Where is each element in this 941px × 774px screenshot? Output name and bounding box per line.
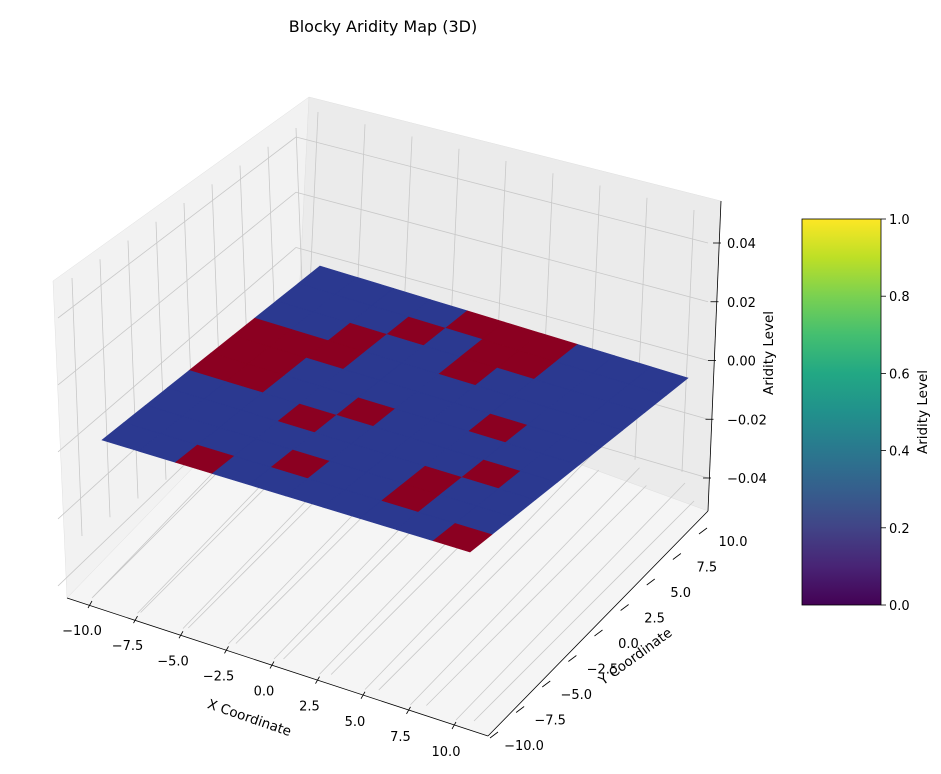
y-axis-ticks: −10.0 −7.5 −5.0 −2.5 0.0 2.5 5.0 7.510.0: [489, 527, 748, 754]
y-tick-mark: [646, 578, 655, 586]
colorbar-gradient: [801, 218, 882, 606]
x-tick-label: −7.5: [112, 639, 144, 654]
x-tick-label: 10.0: [432, 745, 461, 760]
x-axis-ticks: −10.0 −7.5 −5.0 −2.5 0.0 2.5 5.0 7.5 10.0: [62, 600, 461, 760]
colorbar-tick-label: 0.4: [889, 445, 910, 460]
y-tick-mark: [672, 553, 682, 560]
y-tick-label: −7.5: [534, 714, 566, 729]
colorbar-ticks: 0.0 0.2 0.4 0.6 0.8 1.0: [881, 213, 910, 614]
x-tick-label: 5.0: [345, 715, 366, 730]
z-tick-label: 0.00: [727, 355, 756, 370]
arid-cell: [432, 523, 493, 553]
x-tick-mark: [315, 676, 320, 684]
colorbar-tick-label: 0.2: [889, 522, 910, 537]
y-tick-label: 2.5: [644, 612, 665, 627]
y-tick-mark: [698, 527, 708, 535]
chart-title: Blocky Aridity Map (3D): [289, 17, 478, 36]
y-axis-line: [487, 510, 709, 737]
x-tick-label: −2.5: [203, 669, 235, 684]
z-axis-ticks: 0.04 0.02 0.00 −0.02 −0.04: [703, 237, 767, 487]
x-tick-label: 0.0: [254, 685, 275, 700]
y-tick-label: −10.0: [504, 739, 544, 754]
y-tick-label: 5.0: [670, 586, 691, 601]
y-tick-mark: [542, 680, 551, 688]
x-tick-label: 2.5: [299, 700, 320, 715]
colorbar-tick-label: 0.0: [889, 599, 910, 614]
z-tick-label: 0.02: [727, 296, 756, 311]
y-tick-mark: [594, 629, 603, 637]
z-tick-label: 0.04: [727, 237, 756, 252]
colorbar-tick-label: 1.0: [889, 213, 910, 228]
y-tick-label: −2.5: [587, 663, 619, 678]
colorbar-label: Aridity Level: [915, 370, 931, 454]
z-axis-label: Aridity Level: [761, 311, 777, 395]
x-tick-mark: [406, 706, 411, 715]
y-tick-label: −5.0: [560, 688, 592, 703]
x-tick-mark: [178, 631, 184, 639]
colorbar-tick-label: 0.8: [889, 290, 910, 305]
y-tick-mark: [489, 731, 499, 739]
z-tick-label: −0.02: [727, 413, 767, 428]
x-tick-mark: [224, 646, 229, 654]
colorbar: 0.0 0.2 0.4 0.6 0.8 1.0 Aridity Level: [801, 213, 931, 614]
x-axis-line: [66, 597, 489, 737]
y-tick-mark: [515, 706, 525, 713]
x-tick-mark: [87, 600, 93, 609]
x-axis-label: X Coordinate: [205, 696, 293, 740]
axis-lines: [66, 200, 722, 737]
x-tick-mark: [133, 615, 138, 624]
x-tick-label: −5.0: [157, 654, 189, 669]
colorbar-tick-label: 0.6: [889, 367, 910, 382]
y-tick-label: 0.0: [618, 637, 639, 652]
y-axis-label: Y Coordinate: [595, 625, 675, 689]
z-tick-label: −0.04: [727, 472, 767, 487]
y-tick-label: 10.0: [719, 535, 748, 550]
x-tick-mark: [269, 661, 275, 669]
surface: [101, 265, 689, 553]
x-tick-mark: [451, 721, 457, 730]
y-tick-mark: [620, 604, 629, 611]
z-axis-line: [707, 200, 722, 512]
x-tick-label: −10.0: [62, 624, 102, 639]
x-tick-mark: [360, 691, 366, 699]
y-tick-mark: [568, 655, 577, 662]
y-tick-label: 7.5: [697, 561, 718, 576]
x-tick-label: 7.5: [390, 730, 411, 745]
